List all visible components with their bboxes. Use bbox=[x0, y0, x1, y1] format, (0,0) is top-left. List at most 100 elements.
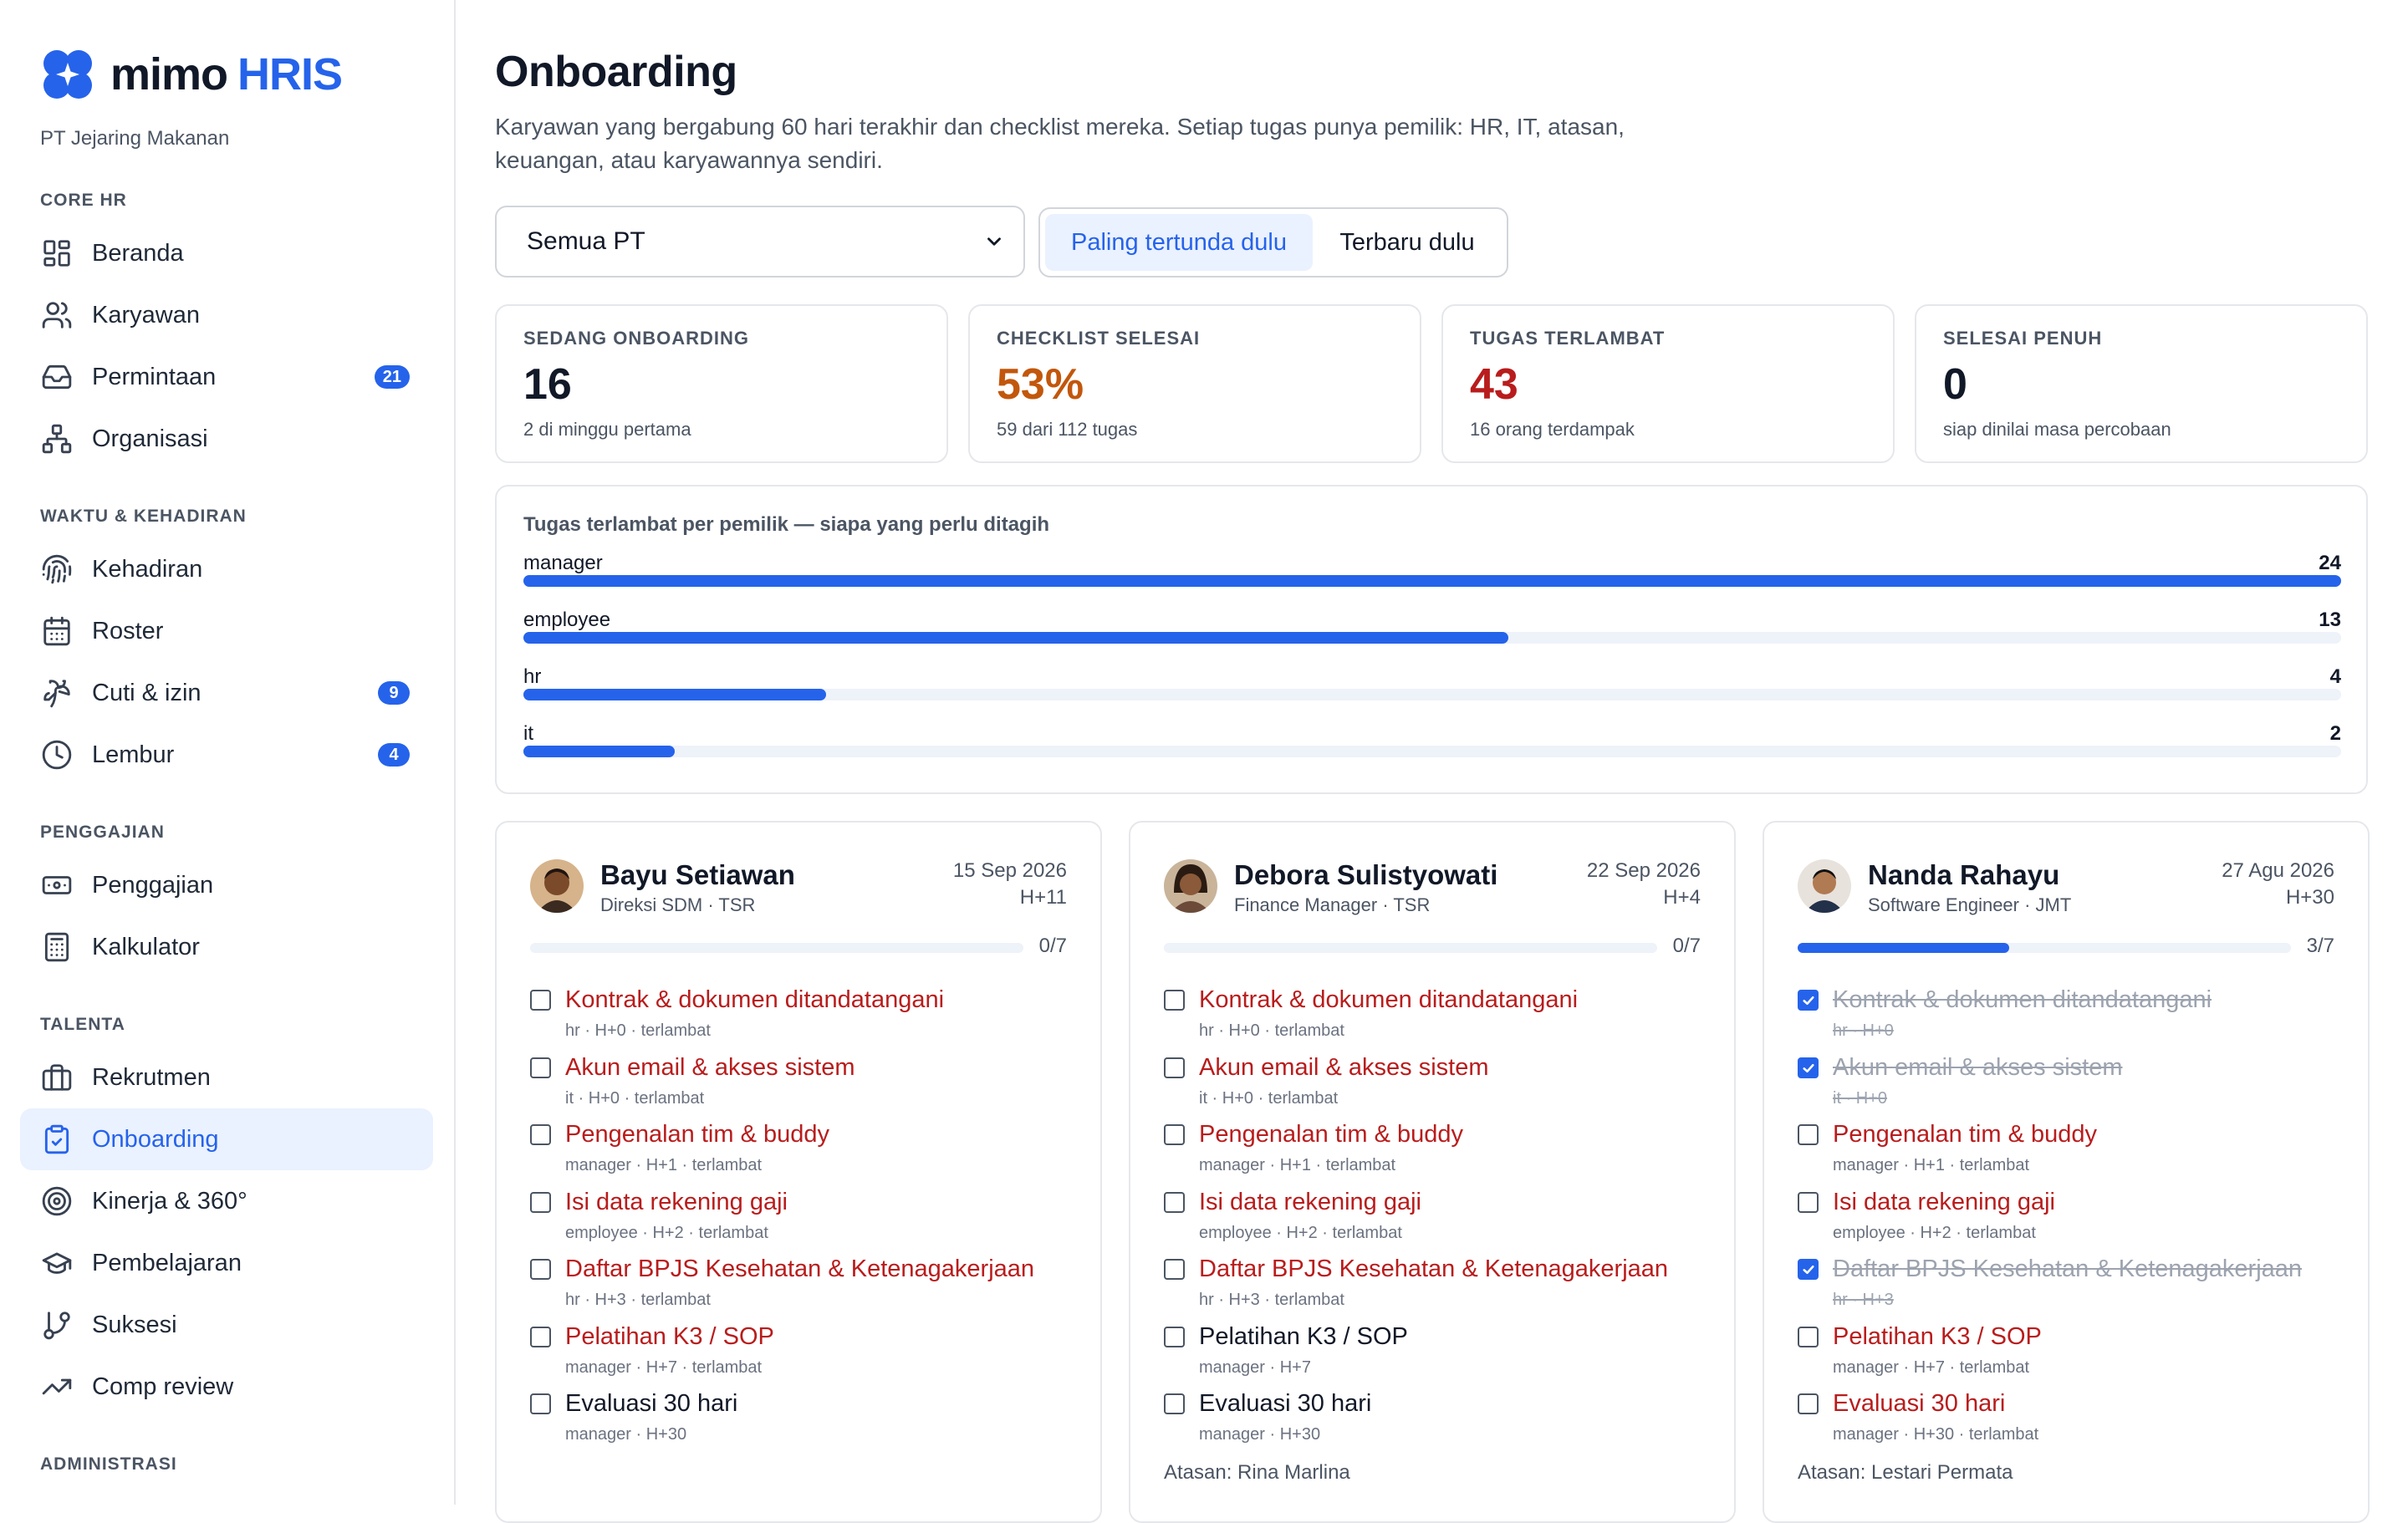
sidebar-item-karyawan[interactable]: Karyawan bbox=[20, 284, 433, 346]
task-meta: employee · H+2 · terlambat bbox=[565, 1223, 768, 1242]
task-meta: it · H+0 bbox=[1833, 1088, 1888, 1108]
task-meta: hr · H+0 bbox=[1833, 1021, 1894, 1040]
sidebar-item-label: Suksesi bbox=[92, 1311, 177, 1338]
clock-icon bbox=[40, 738, 74, 772]
company-select[interactable]: Semua PT bbox=[495, 206, 1025, 278]
task-checkbox[interactable] bbox=[1798, 1326, 1819, 1347]
sidebar-item-beranda[interactable]: Beranda bbox=[20, 222, 433, 284]
task-checkbox[interactable] bbox=[1164, 1057, 1185, 1078]
checklist-task: Kontrak & dokumen ditandatangani hr · H+0… bbox=[530, 981, 1074, 1048]
days-since-join: H+30 bbox=[2285, 886, 2334, 909]
checklist-progress-count: 3/7 bbox=[2306, 935, 2334, 957]
task-checkbox[interactable] bbox=[1798, 1057, 1819, 1078]
sidebar-item-kalkulator[interactable]: Kalkulator bbox=[20, 916, 433, 978]
task-checkbox[interactable] bbox=[1164, 990, 1185, 1011]
task-checkbox[interactable] bbox=[1798, 1191, 1819, 1213]
owner-bar-track bbox=[523, 575, 2341, 587]
employee-onboarding-card: Bayu Setiawan Direksi SDM · TSR 15 Sep 202… bbox=[495, 821, 1102, 1523]
owner-count: 13 bbox=[2319, 609, 2341, 631]
task-checkbox[interactable] bbox=[1798, 990, 1819, 1011]
task-checkbox[interactable] bbox=[1164, 1326, 1185, 1347]
nav-section-label: TALENTA bbox=[40, 1015, 125, 1034]
sidebar-item-label: Onboarding bbox=[92, 1125, 219, 1153]
task-checkbox[interactable] bbox=[1798, 1393, 1819, 1414]
sidebar-item-label: Lembur bbox=[92, 741, 175, 768]
brand-name: mimo HRIS bbox=[110, 49, 343, 99]
calculator-icon bbox=[40, 930, 74, 964]
checklist-task: Akun email & akses sistem it · H+0 · terl… bbox=[530, 1049, 1074, 1116]
task-checkbox[interactable] bbox=[1164, 1124, 1185, 1145]
sidebar-item-suksesi[interactable]: Suksesi bbox=[20, 1294, 433, 1356]
owner-name: manager bbox=[523, 552, 603, 574]
stat-label: CHECKLIST SELESAI bbox=[997, 328, 1201, 349]
task-checkbox[interactable] bbox=[1164, 1393, 1185, 1414]
task-checkbox[interactable] bbox=[1798, 1259, 1819, 1280]
task-checkbox[interactable] bbox=[530, 1393, 551, 1414]
sidebar-item-kinerja-360[interactable]: Kinerja & 360° bbox=[20, 1170, 433, 1232]
task-checkbox[interactable] bbox=[530, 1259, 551, 1280]
count-badge: 21 bbox=[374, 365, 410, 389]
sort-most-overdue-button[interactable]: Paling tertunda dulu bbox=[1045, 214, 1313, 271]
task-title: Pelatihan K3 / SOP bbox=[565, 1322, 774, 1350]
grid-icon bbox=[40, 237, 74, 270]
task-checkbox[interactable] bbox=[1164, 1191, 1185, 1213]
task-title: Pengenalan tim & buddy bbox=[1833, 1121, 2097, 1148]
task-meta: manager · H+30 · terlambat bbox=[1833, 1425, 2039, 1444]
sidebar-item-penggajian[interactable]: Penggajian bbox=[20, 854, 433, 916]
owner-bar-row: manager 24 bbox=[523, 552, 2341, 602]
sort-newest-button[interactable]: Terbaru dulu bbox=[1339, 228, 1475, 256]
task-checkbox[interactable] bbox=[530, 1124, 551, 1145]
owner-name: hr bbox=[523, 665, 542, 688]
employee-name[interactable]: Debora Sulistyowati bbox=[1234, 859, 1498, 890]
task-title: Evaluasi 30 hari bbox=[1833, 1390, 2006, 1417]
nav-section-label: PENGGAJIAN bbox=[40, 823, 165, 842]
task-checkbox[interactable] bbox=[530, 1326, 551, 1347]
sidebar-item-permintaan[interactable]: Permintaan 21 bbox=[20, 346, 433, 408]
stat-card: TUGAS TERLAMBAT 43 16 orang terdampak bbox=[1441, 304, 1895, 463]
sidebar-item-rekrutmen[interactable]: Rekrutmen bbox=[20, 1047, 433, 1108]
checklist-progress-fill bbox=[1798, 943, 2009, 953]
sidebar-item-cuti-izin[interactable]: Cuti & izin 9 bbox=[20, 662, 433, 724]
stat-card: SELESAI PENUH 0 siap dinilai masa percobaa… bbox=[1915, 304, 2368, 463]
sidebar-item-pembelajaran[interactable]: Pembelajaran bbox=[20, 1232, 433, 1294]
task-checkbox[interactable] bbox=[1164, 1259, 1185, 1280]
task-checkbox[interactable] bbox=[530, 1191, 551, 1213]
task-checkbox[interactable] bbox=[1798, 1124, 1819, 1145]
count-badge: 4 bbox=[378, 743, 410, 767]
chevron-down-icon bbox=[987, 237, 1001, 246]
task-meta: hr · H+0 · terlambat bbox=[565, 1021, 711, 1040]
sidebar-item-label: Kehadiran bbox=[92, 555, 203, 583]
sidebar-item-kehadiran[interactable]: Kehadiran bbox=[20, 538, 433, 600]
owner-count: 2 bbox=[2329, 722, 2341, 745]
nav-section-label: ADMINISTRASI bbox=[40, 1454, 177, 1474]
join-date: 22 Sep 2026 bbox=[1586, 859, 1701, 882]
sidebar-item-comp-review[interactable]: Comp review bbox=[20, 1356, 433, 1418]
days-since-join: H+4 bbox=[1663, 886, 1701, 909]
checklist-task: Kontrak & dokumen ditandatangani hr · H+0 bbox=[1798, 981, 2341, 1048]
employee-name[interactable]: Nanda Rahayu bbox=[1868, 859, 2060, 890]
task-title: Akun email & akses sistem bbox=[1833, 1053, 2123, 1081]
sidebar-item-organisasi[interactable]: Organisasi bbox=[20, 408, 433, 470]
task-title: Kontrak & dokumen ditandatangani bbox=[565, 986, 945, 1013]
org-chart-icon bbox=[40, 422, 74, 456]
sidebar-item-roster[interactable]: Roster bbox=[20, 600, 433, 662]
sidebar-item-onboarding[interactable]: Onboarding bbox=[20, 1108, 433, 1170]
checklist-task: Evaluasi 30 hari manager · H+30 · terlamb… bbox=[1798, 1385, 2341, 1452]
task-title: Evaluasi 30 hari bbox=[1199, 1390, 1372, 1417]
sidebar-item-lembur[interactable]: Lembur 4 bbox=[20, 724, 433, 786]
checklist-progress-bar bbox=[1164, 943, 1657, 953]
task-checkbox[interactable] bbox=[530, 1057, 551, 1078]
nav-section-label: CORE HR bbox=[40, 191, 127, 210]
task-meta: manager · H+7 · terlambat bbox=[565, 1357, 763, 1377]
page-title: Onboarding bbox=[495, 48, 737, 96]
owner-name: it bbox=[523, 722, 533, 745]
brand[interactable]: mimo HRIS bbox=[40, 47, 343, 102]
task-meta: manager · H+1 · terlambat bbox=[1199, 1156, 1396, 1174]
owner-count: 4 bbox=[2329, 665, 2341, 688]
owner-bar-track bbox=[523, 689, 2341, 700]
task-title: Isi data rekening gaji bbox=[565, 1188, 788, 1215]
task-checkbox[interactable] bbox=[530, 990, 551, 1011]
stat-value: 43 bbox=[1470, 360, 1518, 409]
employee-name[interactable]: Bayu Setiawan bbox=[600, 859, 795, 890]
checklist-task: Daftar BPJS Kesehatan & Ketenagakerjaan h… bbox=[1164, 1250, 1707, 1317]
